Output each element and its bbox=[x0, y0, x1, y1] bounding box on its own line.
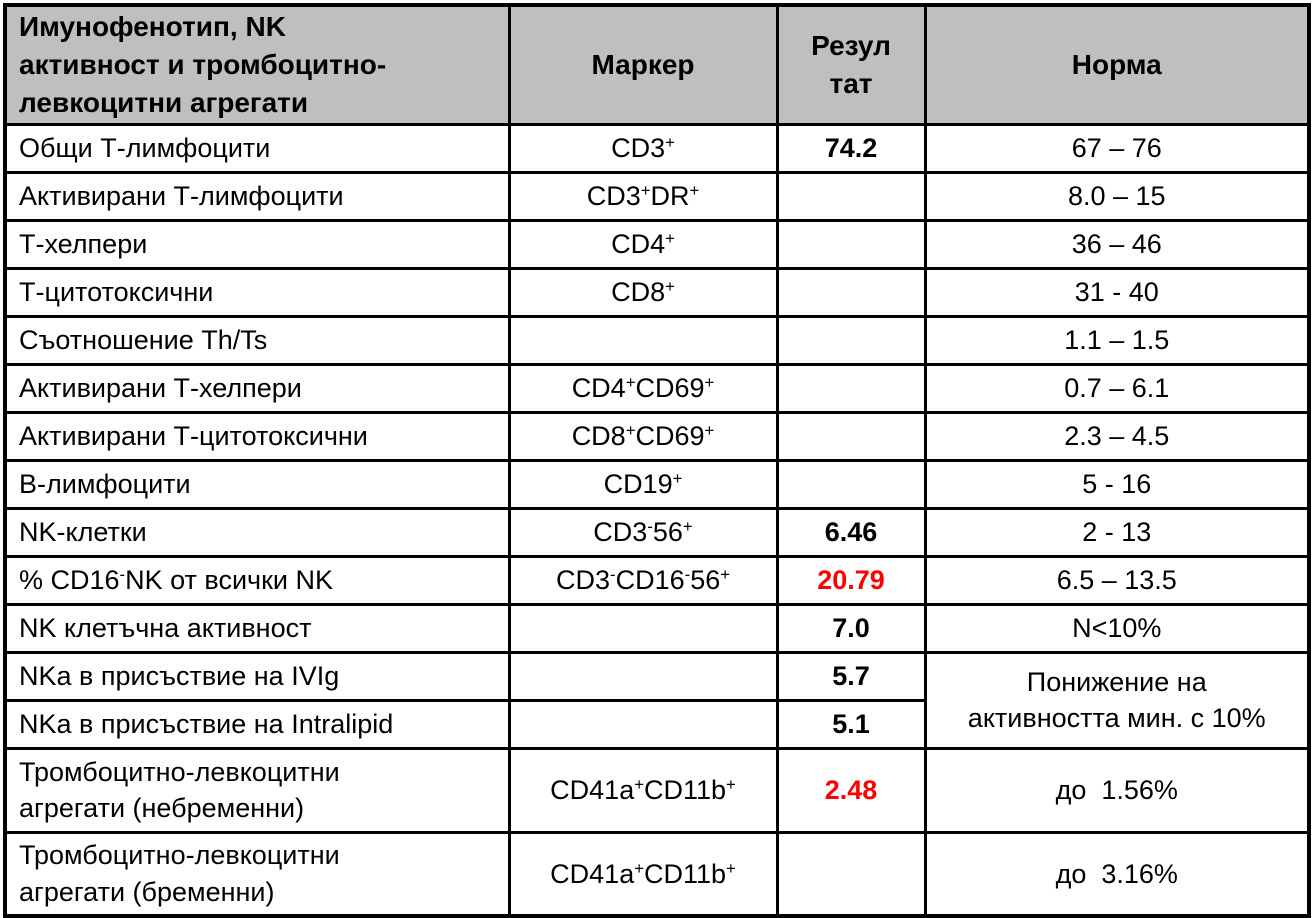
parameter-name-cell: NK-клетки bbox=[3, 506, 511, 558]
parameter-name-cell: Т-цитотоксични bbox=[3, 266, 511, 318]
table-row: Активирани Т-цитотоксични CD8+CD69+ 2.3 … bbox=[3, 410, 1311, 462]
norm-cell: до 3.16% bbox=[923, 830, 1311, 918]
parameter-name-cell: % CD16-NK от всички NK bbox=[3, 554, 511, 606]
norm-cell: 2 - 13 bbox=[923, 506, 1311, 558]
result-cell bbox=[775, 410, 927, 462]
marker-cell: CD41a+CD11b+ bbox=[507, 746, 779, 834]
marker-cell: CD3-CD16-56+ bbox=[507, 554, 779, 606]
column-header-norm: Норма bbox=[923, 3, 1311, 126]
parameter-name-cell: Активирани Т-хелпери bbox=[3, 362, 511, 414]
table-row: NKa в присъствие на IVIg 5.7 Понижение н… bbox=[3, 650, 1311, 750]
column-header-marker: Маркер bbox=[507, 3, 779, 126]
parameter-name-cell: NK клетъчна активност bbox=[3, 602, 511, 654]
result-cell bbox=[775, 314, 927, 366]
norm-cell: 8.0 – 15 bbox=[923, 170, 1311, 222]
immunophenotype-results-table: Имунофенотип, NK активност и тромбоцитно… bbox=[3, 3, 1311, 918]
result-cell: 7.0 bbox=[775, 602, 927, 654]
result-cell bbox=[775, 830, 927, 918]
marker-cell: CD41a+CD11b+ bbox=[507, 830, 779, 918]
parameter-name-cell: Активирани Т-лимфоцити bbox=[3, 170, 511, 222]
parameter-name-cell: Тромбоцитно-левкоцитни агрегати (бременни… bbox=[3, 830, 511, 918]
norm-cell: 1.1 – 1.5 bbox=[923, 314, 1311, 366]
parameter-name-cell: NKa в присъствие на Intralipid bbox=[3, 698, 511, 750]
marker-cell: CD3+DR+ bbox=[507, 170, 779, 222]
parameter-name-cell: Т-хелпери bbox=[3, 218, 511, 270]
table-row: NKa в присъствие на Intralipid 5.1 bbox=[3, 698, 1309, 750]
norm-cell: 36 – 46 bbox=[923, 218, 1311, 270]
marker-cell bbox=[507, 602, 779, 654]
table-row: Тромбоцитно-левкоцитни агрегати (небремен… bbox=[3, 746, 1311, 834]
table-row: NK-клетки CD3-56+ 6.46 2 - 13 bbox=[3, 506, 1311, 558]
result-cell bbox=[775, 170, 927, 222]
norm-cell: 67 – 76 bbox=[923, 122, 1311, 174]
parameter-name-cell: Съотношение Th/Ts bbox=[3, 314, 511, 366]
table-row: Т-цитотоксични CD8+ 31 - 40 bbox=[3, 266, 1311, 318]
marker-cell: CD4+CD69+ bbox=[507, 362, 779, 414]
parameter-name-cell: В-лимфоцити bbox=[3, 458, 511, 510]
table-row: Тромбоцитно-левкоцитни агрегати (бременни… bbox=[3, 830, 1311, 918]
marker-cell bbox=[507, 650, 779, 702]
table-row: Т-хелпери CD4+ 36 – 46 bbox=[3, 218, 1311, 270]
marker-cell: CD8+CD69+ bbox=[507, 410, 779, 462]
parameter-name-cell: Тромбоцитно-левкоцитни агрегати (небремен… bbox=[3, 746, 511, 834]
column-header-immunophenotype: Имунофенотип, NK активност и тромбоцитно… bbox=[3, 3, 511, 126]
table-row: % CD16-NK от всички NK CD3-CD16-56+ 20.7… bbox=[3, 554, 1311, 606]
result-cell bbox=[775, 266, 927, 318]
table-row: Активирани Т-лимфоцити CD3+DR+ 8.0 – 15 bbox=[3, 170, 1311, 222]
table-row: Общи Т-лимфоцити CD3+ 74.2 67 – 76 bbox=[3, 122, 1311, 174]
table-row: Съотношение Th/Ts 1.1 – 1.5 bbox=[3, 314, 1311, 366]
parameter-name-cell: Общи Т-лимфоцити bbox=[3, 122, 511, 174]
result-cell bbox=[775, 362, 927, 414]
norm-cell: 5 - 16 bbox=[923, 458, 1311, 510]
table-row: NK клетъчна активност 7.0 N<10% bbox=[3, 602, 1311, 654]
table-header-row: Имунофенотип, NK активност и тромбоцитно… bbox=[3, 3, 1311, 126]
table-row: В-лимфоцити CD19+ 5 - 16 bbox=[3, 458, 1311, 510]
parameter-name-cell: Активирани Т-цитотоксични bbox=[3, 410, 511, 462]
norm-cell: до 1.56% bbox=[923, 746, 1311, 834]
marker-cell bbox=[507, 314, 779, 366]
norm-cell: 6.5 – 13.5 bbox=[923, 554, 1311, 606]
result-cell: 6.46 bbox=[775, 506, 927, 558]
table-row: Активирани Т-хелпери CD4+CD69+ 0.7 – 6.1 bbox=[3, 362, 1311, 414]
marker-cell: CD3+ bbox=[507, 122, 779, 174]
norm-cell-merged: Понижение на активността мин. с 10% bbox=[923, 650, 1311, 750]
marker-cell: CD8+ bbox=[507, 266, 779, 318]
result-cell: 74.2 bbox=[775, 122, 927, 174]
parameter-name-cell: NKa в присъствие на IVIg bbox=[3, 650, 511, 702]
norm-cell: 31 - 40 bbox=[923, 266, 1311, 318]
marker-cell: CD3-56+ bbox=[507, 506, 779, 558]
column-header-result: Резул тат bbox=[775, 3, 927, 126]
result-cell: 5.1 bbox=[775, 698, 927, 750]
norm-cell: N<10% bbox=[923, 602, 1311, 654]
result-cell-abnormal: 20.79 bbox=[775, 554, 927, 606]
result-cell bbox=[775, 458, 927, 510]
norm-cell: 2.3 – 4.5 bbox=[923, 410, 1311, 462]
norm-cell: 0.7 – 6.1 bbox=[923, 362, 1311, 414]
result-cell: 5.7 bbox=[775, 650, 927, 702]
marker-cell bbox=[507, 698, 779, 750]
marker-cell: CD4+ bbox=[507, 218, 779, 270]
marker-cell: CD19+ bbox=[507, 458, 779, 510]
result-cell-abnormal: 2.48 bbox=[775, 746, 927, 834]
result-cell bbox=[775, 218, 927, 270]
